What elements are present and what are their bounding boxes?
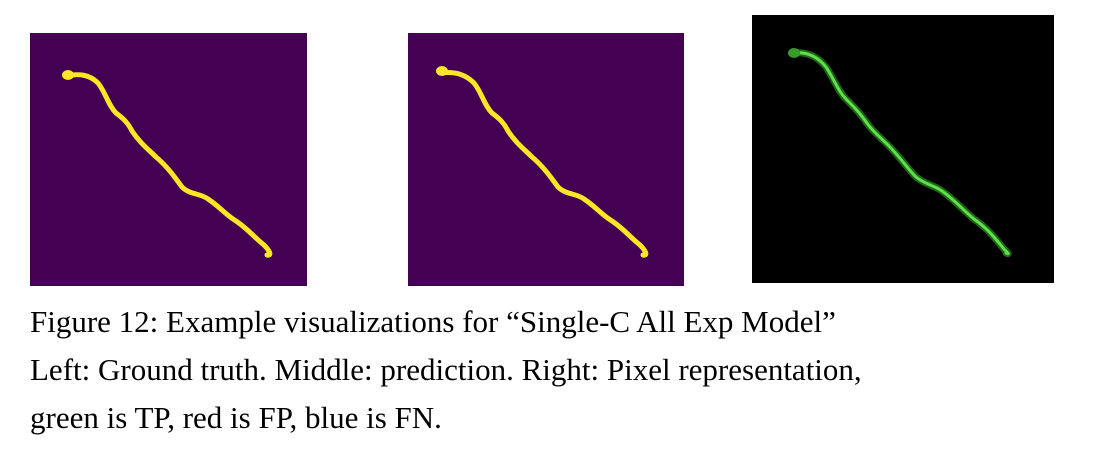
figure-caption: Figure 12: Example visualizations for “S… bbox=[30, 298, 1080, 442]
ground-truth-image bbox=[30, 33, 307, 286]
caption-line: green is TP, red is FP, blue is FN. bbox=[30, 400, 442, 435]
caption-line: Left: Ground truth. Middle: prediction. … bbox=[30, 352, 862, 387]
prediction-image bbox=[408, 33, 684, 286]
pixel-representation-image bbox=[752, 15, 1054, 283]
caption-line: Figure 12: Example visualizations for “S… bbox=[30, 304, 836, 339]
